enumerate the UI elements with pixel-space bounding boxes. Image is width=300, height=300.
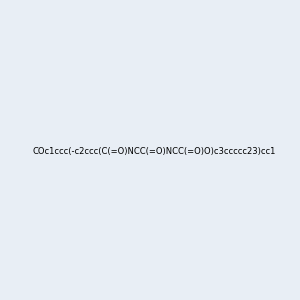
Text: COc1ccc(-c2ccc(C(=O)NCC(=O)NCC(=O)O)c3ccccc23)cc1: COc1ccc(-c2ccc(C(=O)NCC(=O)NCC(=O)O)c3cc…: [32, 147, 275, 156]
